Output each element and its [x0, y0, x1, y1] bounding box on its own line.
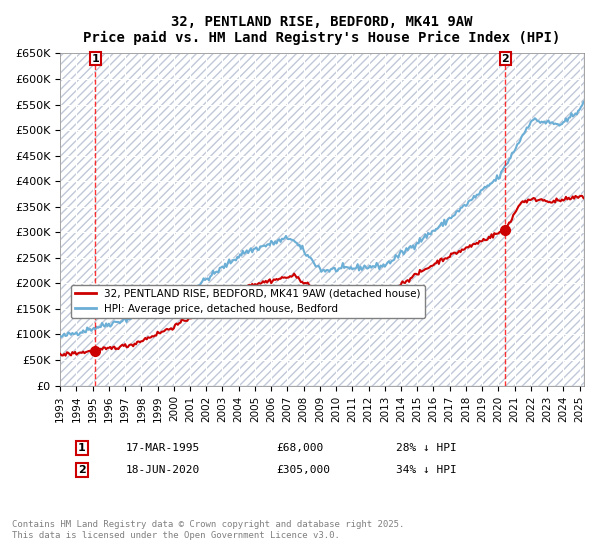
- Title: 32, PENTLAND RISE, BEDFORD, MK41 9AW
Price paid vs. HM Land Registry's House Pri: 32, PENTLAND RISE, BEDFORD, MK41 9AW Pri…: [83, 15, 560, 45]
- Text: 28% ↓ HPI: 28% ↓ HPI: [396, 443, 457, 453]
- Text: 34% ↓ HPI: 34% ↓ HPI: [396, 465, 457, 475]
- Legend: 32, PENTLAND RISE, BEDFORD, MK41 9AW (detached house), HPI: Average price, detac: 32, PENTLAND RISE, BEDFORD, MK41 9AW (de…: [71, 284, 425, 318]
- Text: 18-JUN-2020: 18-JUN-2020: [126, 465, 200, 475]
- Text: 1: 1: [91, 54, 99, 64]
- Text: £305,000: £305,000: [276, 465, 330, 475]
- Text: Contains HM Land Registry data © Crown copyright and database right 2025.
This d: Contains HM Land Registry data © Crown c…: [12, 520, 404, 540]
- Text: £68,000: £68,000: [276, 443, 323, 453]
- Text: 2: 2: [78, 465, 86, 475]
- Text: 17-MAR-1995: 17-MAR-1995: [126, 443, 200, 453]
- Text: 1: 1: [78, 443, 86, 453]
- Text: 2: 2: [501, 54, 509, 64]
